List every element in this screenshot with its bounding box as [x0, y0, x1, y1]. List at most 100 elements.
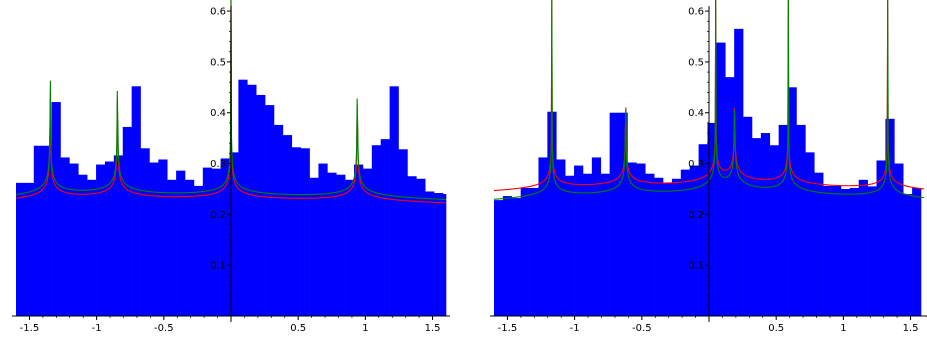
histogram-bar — [805, 152, 815, 316]
histogram-bar — [858, 179, 868, 316]
y-tick-label: 0.2 — [210, 210, 226, 221]
histogram-bar — [663, 182, 673, 316]
histogram-bar — [362, 168, 373, 316]
histogram-bar — [600, 173, 610, 316]
histogram-bar — [69, 163, 79, 316]
histogram-bar — [529, 187, 539, 316]
x-tick-label: 1 — [362, 323, 368, 334]
histogram-bar — [345, 179, 355, 316]
y-tick-label: 0.4 — [688, 108, 704, 119]
histogram-bar — [291, 147, 301, 316]
histogram-bar — [122, 126, 132, 316]
histogram-bar — [849, 187, 860, 316]
histogram-bar — [796, 124, 806, 316]
x-tick-label: -1.5 — [20, 323, 40, 334]
histogram-bar — [591, 157, 602, 316]
histogram-bar — [60, 157, 70, 316]
histogram-bar — [96, 164, 106, 316]
histogram-bar — [42, 145, 52, 316]
histogram-bar — [140, 148, 150, 316]
histogram-bar — [176, 170, 186, 316]
histogram-bar — [778, 124, 788, 316]
density-curve-red — [15, 0, 447, 204]
histogram-bar — [256, 94, 266, 317]
y-tick-label: 0.6 — [210, 7, 226, 18]
histogram-bar — [760, 133, 771, 316]
histogram-bar — [354, 164, 364, 316]
x-tick-label: 0.5 — [768, 323, 784, 334]
histogram-bar — [903, 194, 913, 316]
histogram-bar — [716, 42, 726, 317]
histogram-bar — [185, 179, 195, 316]
histogram-bar — [425, 191, 435, 316]
histogram-bar — [220, 158, 230, 316]
y-tick-label: 0.6 — [688, 7, 704, 18]
histogram-bar — [832, 185, 842, 316]
histogram-bar — [556, 159, 566, 316]
histogram-bar — [51, 102, 61, 316]
histogram-bar — [654, 177, 664, 316]
histogram-bars — [16, 79, 447, 317]
histogram-bar — [494, 200, 504, 316]
y-tick-label: 0.5 — [688, 57, 704, 68]
histogram-bar — [104, 161, 115, 316]
x-tick-label: 1.5 — [425, 323, 441, 334]
histogram-bar — [380, 139, 390, 316]
histogram-bar — [574, 165, 584, 316]
histogram-bar — [680, 169, 691, 316]
y-tick-label: 0.5 — [210, 57, 226, 68]
histogram-bar — [671, 178, 682, 316]
x-tick-label: 0.5 — [290, 323, 306, 334]
histogram-bar — [707, 122, 717, 316]
histogram-bar — [502, 196, 513, 316]
x-tick-label: -1.5 — [498, 323, 518, 334]
histogram-bar — [520, 187, 530, 316]
histogram-bar — [787, 87, 797, 316]
histogram-bar — [407, 176, 417, 316]
histogram-bar — [113, 155, 124, 316]
histogram-bar — [840, 188, 851, 316]
x-tick-label: 1 — [840, 323, 846, 334]
histogram-bar — [689, 165, 699, 316]
x-tick-label: -1 — [92, 323, 102, 334]
histogram-bar — [16, 182, 26, 316]
histogram-bar — [247, 84, 257, 316]
y-tick-label: 0.3 — [688, 159, 704, 170]
histogram-bar — [434, 193, 444, 316]
y-tick-label: 0.1 — [688, 261, 704, 272]
histogram-bar — [885, 118, 895, 316]
histogram-bar — [318, 163, 328, 316]
histogram-bar — [336, 174, 346, 316]
histogram-bar — [442, 194, 447, 316]
x-tick-label: -1 — [570, 323, 580, 334]
y-tick-label: 0.4 — [210, 108, 226, 119]
histogram-bar — [238, 79, 248, 316]
y-tick-label: 0.3 — [210, 159, 226, 170]
histogram-bar — [751, 138, 762, 316]
histogram-bar — [769, 145, 779, 316]
histogram-bar — [282, 135, 293, 316]
histogram-bar — [202, 167, 213, 316]
histogram-bars — [494, 28, 922, 317]
histogram-bar — [229, 152, 239, 316]
histogram-bar — [823, 185, 833, 316]
histogram-bar — [538, 157, 548, 316]
histogram-bar — [867, 186, 877, 316]
y-tick-label: 0.2 — [688, 210, 704, 221]
histogram-bar — [131, 86, 141, 317]
histogram-bar — [211, 168, 221, 316]
y-tick-label: 0.1 — [210, 261, 226, 272]
density-curve-green — [15, 0, 447, 201]
histogram-bar — [511, 198, 521, 316]
histogram-bar — [894, 163, 904, 316]
histogram-bar — [582, 173, 593, 316]
histogram-bar — [725, 77, 735, 316]
histogram-bar — [912, 187, 922, 316]
histogram-bar — [300, 148, 310, 316]
histogram-bar — [698, 144, 708, 316]
x-tick-label: 1.5 — [903, 323, 919, 334]
x-tick-label: -0.5 — [154, 323, 174, 334]
histogram-bar — [743, 116, 753, 316]
histogram-bar — [416, 178, 426, 316]
